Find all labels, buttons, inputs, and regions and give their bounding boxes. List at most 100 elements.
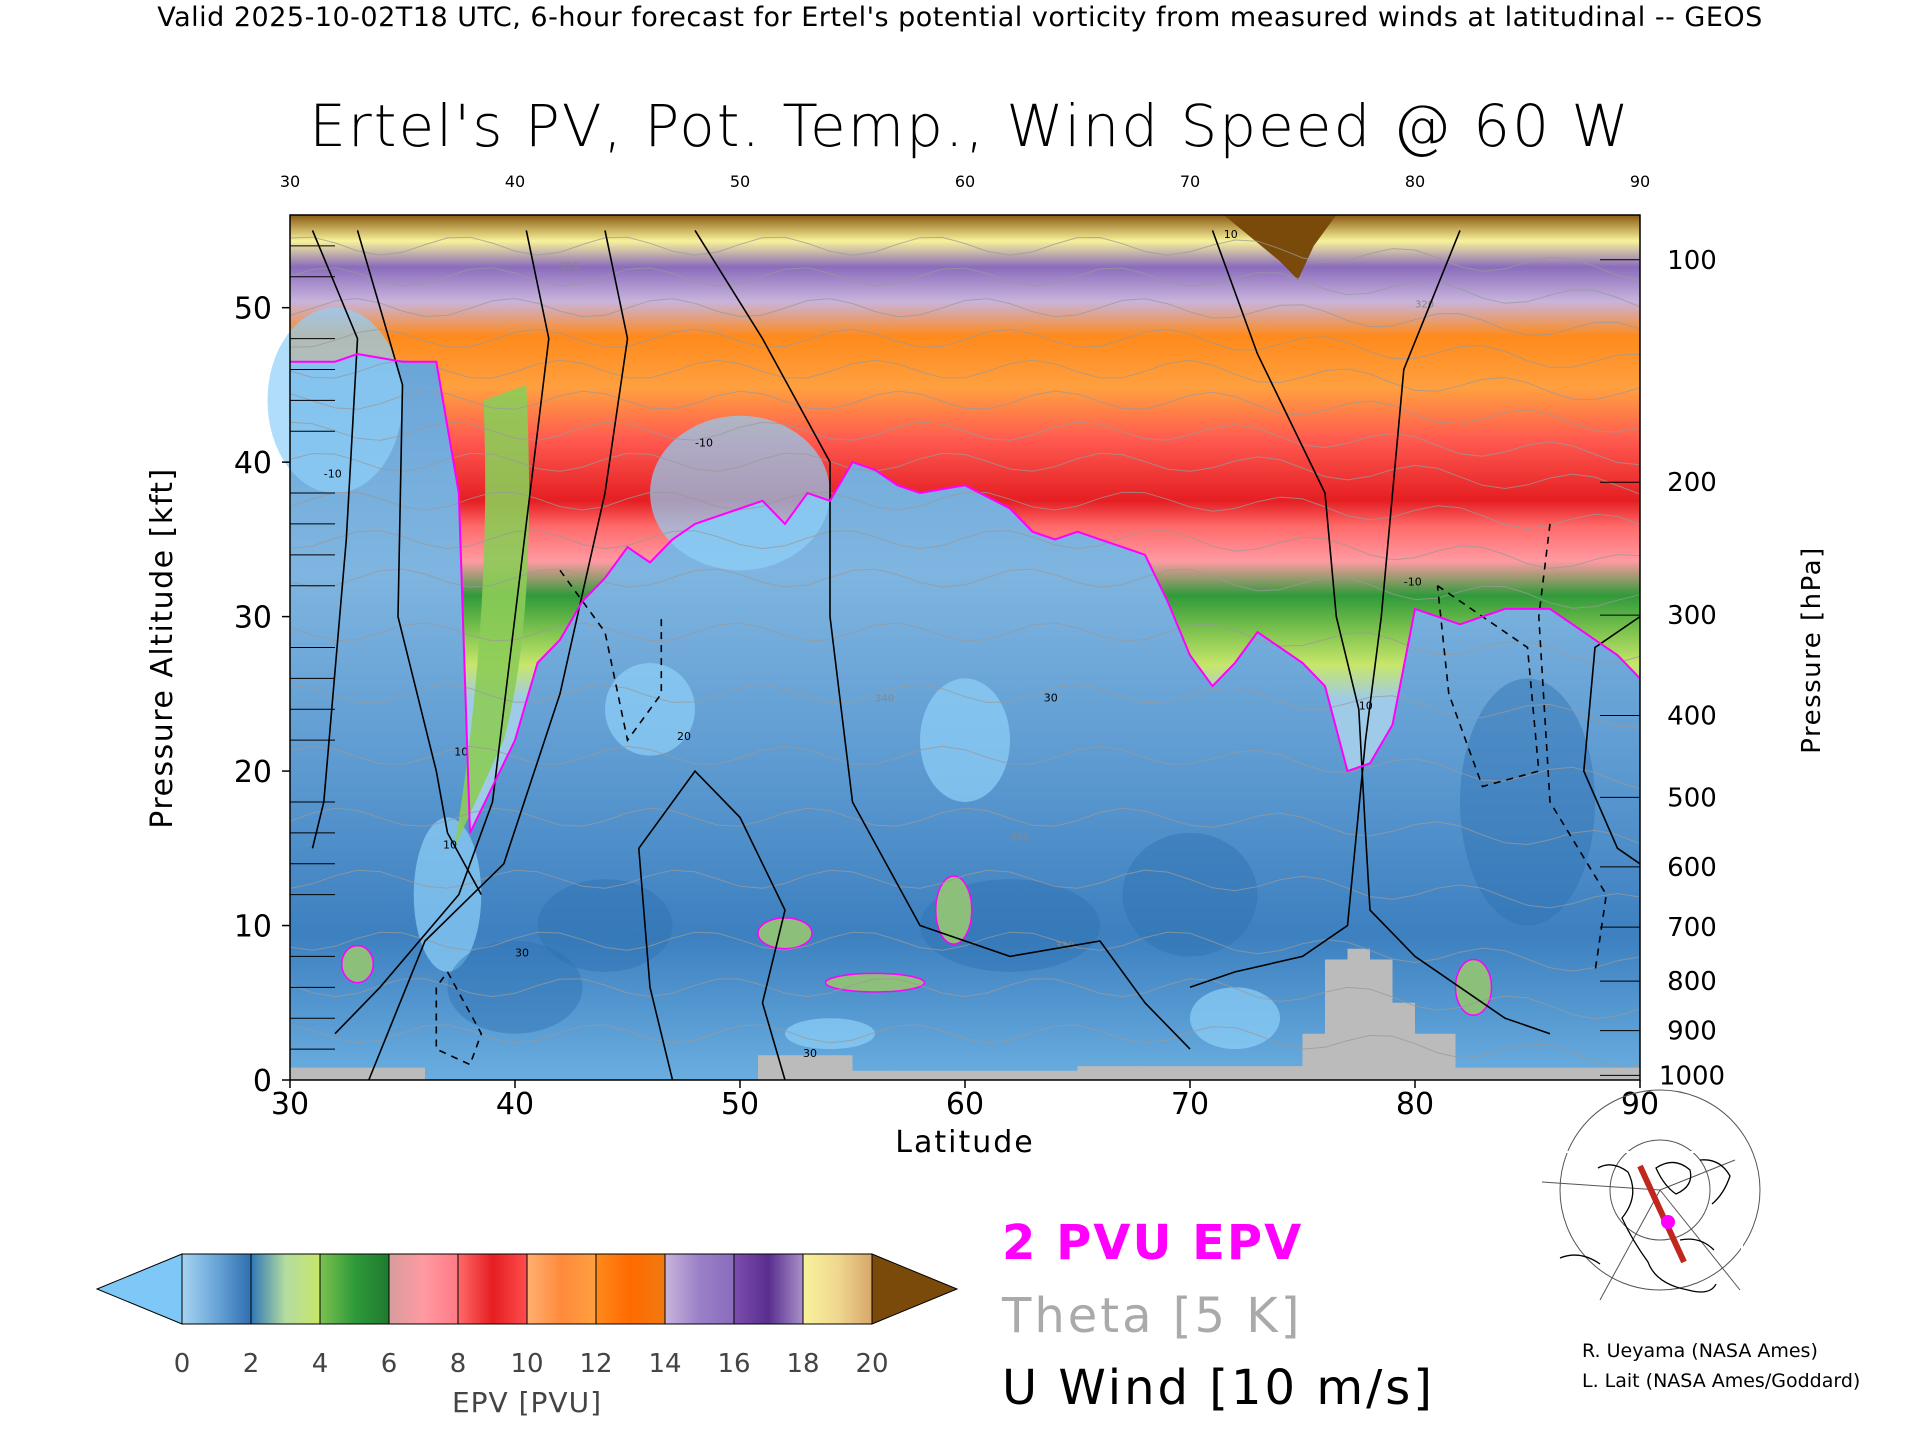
theta-contour-label: 330: [1055, 941, 1074, 952]
x-tick-label: 80: [1396, 1087, 1434, 1122]
westerly-wind-contour: [637, 769, 786, 1081]
colorbar-tick-label: 14: [648, 1349, 681, 1379]
low-level-pv-anomaly: [824, 972, 926, 993]
y2-tick-label: 900: [1667, 1017, 1717, 1047]
y-tick-label: 50: [234, 292, 272, 327]
terrain-mask: [290, 948, 1640, 1080]
x-top-tick-label: 30: [280, 172, 300, 191]
locator-map: [1539, 1089, 1761, 1303]
wind-contour-label: 10: [1359, 699, 1373, 712]
x-tick-label: 90: [1621, 1087, 1659, 1122]
colorbar-tick-label: 4: [312, 1349, 329, 1379]
axes: 3030404050506060707080809090010203040501…: [145, 172, 1827, 1160]
theta-isentrope: [289, 421, 1641, 466]
theta-isentrope: [289, 745, 1641, 790]
y-axis-title: Pressure Altitude [kft]: [145, 467, 180, 828]
wind-contour-label: 20: [677, 730, 691, 743]
x-tick-label: 50: [721, 1087, 759, 1122]
legend-theta: Theta [5 K]: [1002, 1288, 1303, 1344]
westerly-wind-contour: [356, 230, 483, 895]
colorbar-tick-label: 18: [786, 1349, 819, 1379]
y2-tick-label: 700: [1667, 913, 1717, 943]
theta-isentrope: [289, 869, 1641, 909]
x-tick-label: 60: [946, 1087, 984, 1122]
y2-tick-label: 100: [1667, 246, 1717, 276]
colorbar-segment: [181, 1253, 252, 1325]
low-level-pv-anomaly: [757, 917, 813, 950]
theta-isentrope: [289, 491, 1641, 530]
x-tick-label: 40: [496, 1087, 534, 1122]
y2-tick-label: 500: [1667, 783, 1717, 813]
y2-tick-label: 400: [1667, 701, 1717, 731]
theta-isentrope: [289, 359, 1641, 401]
moderate-pv-patch: [1122, 832, 1258, 957]
theta-isentrope: [289, 931, 1641, 972]
theta-isentrope: [289, 267, 1641, 308]
colorbar-tick-label: 12: [579, 1349, 612, 1379]
y2-tick-label: 300: [1667, 601, 1717, 631]
x-tick-label: 30: [271, 1087, 309, 1122]
two-pvu-line: [290, 352, 1641, 834]
legend-u-wind: U Wind [10 m/s]: [1002, 1360, 1436, 1416]
theta-isentrope: [289, 978, 1641, 1020]
low-pv-patch: [413, 817, 482, 972]
two-pvu-contour: [290, 352, 1641, 834]
moderate-pv-patch: [537, 879, 673, 972]
x-top-tick-label: 40: [505, 172, 525, 191]
x-top-tick-label: 50: [730, 172, 750, 191]
x-tick-label: 70: [1171, 1087, 1209, 1122]
y2-tick-label: 200: [1667, 468, 1717, 498]
theta-isentrope: [289, 1024, 1641, 1067]
colorbar-segment: [250, 1253, 321, 1325]
colorbar-segment: [802, 1253, 873, 1325]
colorbar-tick-label: 16: [717, 1349, 750, 1379]
westerly-wind-contour: [1189, 230, 1461, 989]
colorbar-tick-label: 20: [855, 1349, 888, 1379]
locator-map-graticule: [1541, 1089, 1761, 1301]
x-axis-title: Latitude: [895, 1125, 1034, 1160]
colorbar-segment: [595, 1253, 666, 1325]
colorbar-segment: [526, 1253, 597, 1325]
easterly-wind-contour: [435, 971, 483, 1066]
x-top-tick-label: 60: [955, 172, 975, 191]
wind-contour-label: -10: [324, 468, 342, 481]
westerly-wind-contour: [334, 230, 550, 1035]
locator-map-coastlines: [1559, 1159, 1731, 1293]
theta-contours: 310 320 330 340 350: [289, 236, 1641, 1067]
y2-tick-label: 1000: [1659, 1061, 1725, 1091]
moderate-pv-patch: [447, 940, 583, 1034]
theta-isentrope: [289, 684, 1640, 727]
wind-contour-label: 10: [454, 746, 468, 759]
wind-contour-label: 30: [515, 946, 529, 959]
wind-contour-label: 30: [803, 1047, 817, 1060]
theta-contour-label: 350: [1010, 833, 1029, 844]
u-wind-contours: -10 10 10 20 30 30 30 10 10 -10 -10: [311, 228, 1641, 1081]
theta-isentrope: [289, 568, 1641, 609]
colorbar-segment: [457, 1253, 528, 1325]
y-tick-label: 0: [253, 1064, 272, 1099]
colorbar-tick-label: 10: [510, 1349, 543, 1379]
westerly-wind-contour: [368, 230, 629, 1081]
y2-axis-title: Pressure [hPa]: [1797, 546, 1827, 754]
colorbar-segment: [733, 1253, 804, 1325]
x-top-tick-label: 80: [1405, 172, 1425, 191]
theta-isentrope: [289, 390, 1641, 433]
wind-contour-label: 10: [443, 838, 457, 851]
westerly-wind-contour: [1582, 615, 1641, 865]
theta-isentrope: [289, 807, 1641, 846]
high-pv-region: [1223, 215, 1337, 280]
colorbar-tick-label: 0: [174, 1349, 191, 1379]
credit-author-2: L. Lait (NASA Ames/Goddard): [1582, 1370, 1861, 1392]
x-top-tick-label: 70: [1180, 172, 1200, 191]
low-level-pv-anomaly: [935, 875, 973, 945]
epv-colorbar: 0 2 4 6 8 10 12 14 16 18 20 EPV [PVU]: [95, 1253, 959, 1419]
theta-isentrope: [289, 452, 1641, 495]
theta-isentrope: [289, 297, 1641, 336]
colorbar-segment: [664, 1253, 735, 1325]
theta-contour-label: 320: [1415, 300, 1434, 311]
westerly-wind-contour: [694, 229, 1191, 1050]
forecast-valid-header: Valid 2025-10-02T18 UTC, 6-hour forecast…: [157, 2, 1763, 33]
theta-isentrope: [289, 328, 1641, 368]
theta-isentrope: [289, 530, 1641, 569]
